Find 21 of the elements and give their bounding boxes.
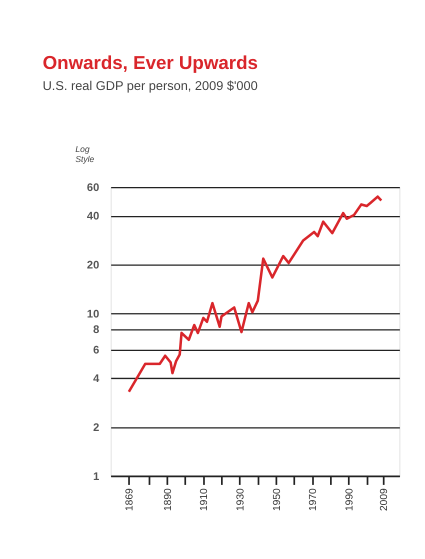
y-axis-title: Log Style (75, 144, 95, 164)
x-tick-label: 1990 (344, 488, 356, 512)
x-tick-label: 1869 (124, 488, 136, 512)
y-tick-label: 8 (93, 324, 100, 336)
x-tick-label: 1950 (272, 488, 283, 512)
chart-subtitle: U.S. real GDP per person, 2009 $'000 (42, 78, 258, 94)
y-tick-label: 6 (93, 344, 100, 356)
y-tick-label: 1 (93, 470, 100, 483)
x-tick-label: 2009 (378, 488, 390, 512)
y-tick-label: 40 (86, 210, 100, 223)
chart-title: Onwards, Ever Upwards (42, 52, 258, 73)
line-series (128, 195, 383, 394)
x-tick-label: 1970 (308, 488, 320, 512)
x-tick-label: 1910 (199, 488, 210, 512)
x-tick-label: 1890 (162, 488, 174, 512)
y-tick-label: 10 (86, 308, 100, 320)
y-tick-label: 60 (86, 182, 100, 194)
y-tick-label: 2 (93, 422, 100, 434)
x-tick-label: 1930 (235, 488, 246, 512)
y-tick-label: 4 (93, 373, 100, 386)
y-tick-label: 20 (86, 260, 100, 272)
